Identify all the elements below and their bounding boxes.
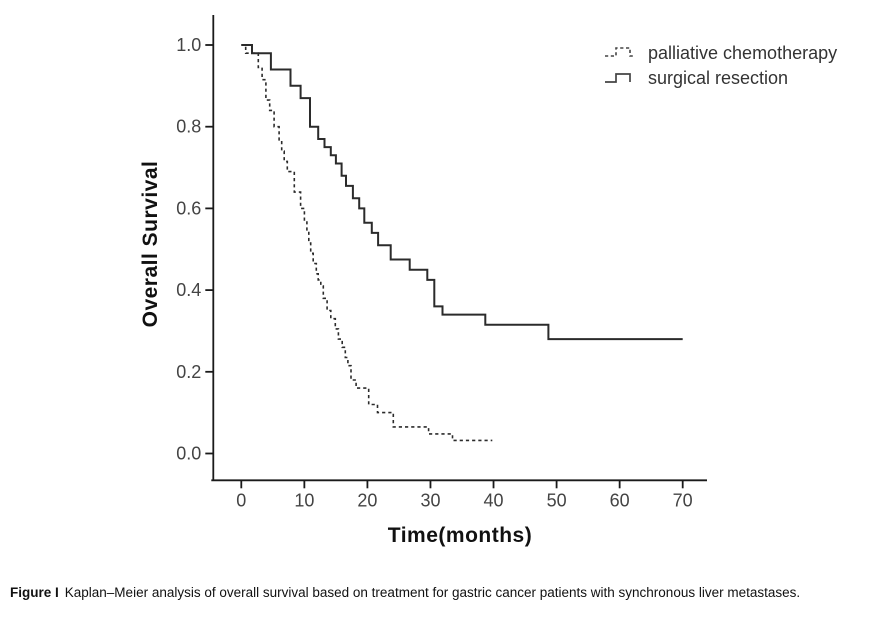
- y-axis-title: Overall Survival: [139, 160, 162, 328]
- y-tick-label: 0.8: [176, 117, 201, 137]
- x-tick-label: 40: [484, 490, 504, 510]
- y-tick-label: 1.0: [176, 35, 201, 55]
- legend-label: surgical resection: [648, 68, 789, 88]
- y-tick-label: 0.6: [176, 198, 201, 218]
- figure-caption: Figure I Kaplan–Meier analysis of overall…: [10, 584, 865, 601]
- legend-item-palliative-chemotherapy: palliative chemotherapy: [604, 42, 837, 64]
- y-tick-label: 0.2: [176, 362, 201, 382]
- x-tick-label: 70: [673, 490, 693, 510]
- x-tick-label: 10: [294, 490, 314, 510]
- y-tick-label: 0.0: [176, 444, 201, 464]
- x-tick-label: 60: [610, 490, 630, 510]
- dashed-step-line-icon: [605, 47, 634, 57]
- solid-step-line-icon: [605, 73, 631, 83]
- x-tick-label: 50: [547, 490, 567, 510]
- km-chart: 0.0 0.2 0.4 0.6 0.8 1.0 0 10 20 30 40 50 60 70: [176, 15, 707, 510]
- legend-item-surgical-resection: surgical resection: [604, 67, 837, 89]
- x-tick-label: 30: [420, 490, 440, 510]
- legend: palliative chemotherapy surgical resecti…: [604, 42, 837, 89]
- survival-curve-surgical-resection: [241, 44, 683, 341]
- y-tick-label: 0.4: [176, 280, 201, 300]
- x-tick-label: 0: [236, 490, 246, 510]
- caption-number: Figure I: [10, 585, 59, 600]
- survival-curve-palliative-chemotherapy: [241, 44, 493, 442]
- x-tick-label: 20: [357, 490, 377, 510]
- caption-text: Kaplan–Meier analysis of overall surviva…: [64, 585, 801, 600]
- legend-label: palliative chemotherapy: [648, 43, 838, 63]
- x-axis-title: Time(months): [387, 524, 533, 547]
